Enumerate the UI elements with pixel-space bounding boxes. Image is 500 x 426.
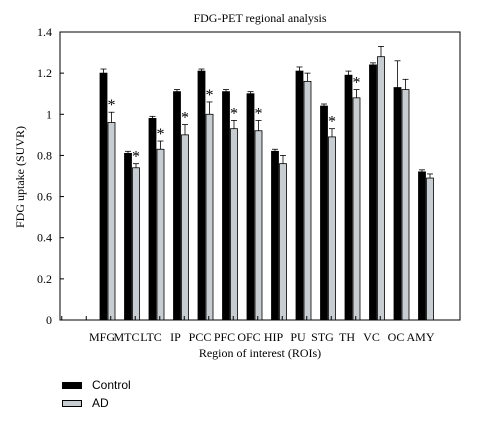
significance-marker: * <box>108 97 116 114</box>
significance-marker: * <box>132 149 140 166</box>
bar-ad-th <box>352 97 361 321</box>
bar-control-pu <box>295 70 304 321</box>
bar-control-stg <box>320 105 328 321</box>
plot-area: 0 0.2 0.4 0.6 0.8 1 1.2 1.4 * MFG * MTC * LTC * IP * PCC *… <box>37 25 461 344</box>
bar-ad-mfg <box>107 122 116 321</box>
bar-control-mfg <box>99 72 108 321</box>
chart-title: FDG-PET regional analysis <box>193 11 326 25</box>
x-tick-label-mtc: MTC <box>113 330 139 344</box>
legend-swatch-control <box>62 381 82 389</box>
bar-control-ofc <box>246 93 255 321</box>
bar-control-pcc <box>197 70 206 321</box>
bar-ad-pu <box>303 80 312 321</box>
legend-label-ad: AD <box>92 396 109 410</box>
legend-label-control: Control <box>92 378 131 392</box>
legend-item-ad: AD <box>62 394 131 412</box>
x-tick-label-hip: HIP <box>264 330 284 344</box>
x-tick-label-mfg: MFG <box>89 330 115 344</box>
bar-ad-amy <box>426 177 434 321</box>
bar-ad-pcc <box>205 113 214 321</box>
y-tick-label: 1.2 <box>37 66 52 80</box>
bar-control-mtc <box>124 152 132 321</box>
y-axis-label: FDG uptake (SUVR) <box>13 126 27 228</box>
significance-marker: * <box>206 87 214 104</box>
y-tick-label: 0.6 <box>37 190 52 204</box>
x-tick-label-ofc: OFC <box>237 330 260 344</box>
y-tick-label: 0 <box>46 313 52 327</box>
y-tick-label: 0.4 <box>37 231 52 245</box>
x-tick-label-stg: STG <box>311 330 334 344</box>
bar-control-ltc <box>148 118 157 321</box>
x-axis-label: Region of interest (ROIs) <box>199 346 321 360</box>
bar-control-pfc <box>222 91 230 321</box>
bar-ad-mtc <box>132 167 140 321</box>
bar-control-ip <box>173 91 181 321</box>
significance-marker: * <box>181 110 189 127</box>
bar-control-th <box>344 74 353 321</box>
significance-marker: * <box>353 75 361 92</box>
bar-control-hip <box>271 150 279 321</box>
bar-ad-oc <box>401 89 410 321</box>
x-tick-label-th: TH <box>339 330 355 344</box>
bar-ad-stg <box>328 136 336 321</box>
bar-control-vc <box>369 64 377 321</box>
bar-ad-ltc <box>156 148 165 321</box>
bar-ad-vc <box>377 56 385 321</box>
significance-marker: * <box>255 105 263 122</box>
x-tick-label-ltc: LTC <box>140 330 162 344</box>
bar-ad-ofc <box>254 130 263 321</box>
y-tick-label: 1 <box>46 107 52 121</box>
bar-control-oc <box>393 87 402 321</box>
x-tick-label-oc: OC <box>388 330 405 344</box>
x-tick-label-amy: AMY <box>406 330 434 344</box>
x-tick-label-pu: PU <box>290 330 306 344</box>
significance-marker: * <box>157 126 165 143</box>
legend-item-control: Control <box>62 376 131 394</box>
significance-marker: * <box>328 114 336 131</box>
bar-control-amy <box>418 171 426 321</box>
y-tick-label: 0.8 <box>37 148 52 162</box>
x-tick-label-pfc: PFC <box>214 330 235 344</box>
bar-ad-hip <box>279 163 287 321</box>
significance-marker: * <box>230 105 238 122</box>
legend: Control AD <box>62 376 131 412</box>
bar-ad-ip <box>181 134 189 321</box>
x-tick-label-ip: IP <box>170 330 181 344</box>
x-tick-label-pcc: PCC <box>189 330 212 344</box>
legend-swatch-ad <box>62 399 82 407</box>
bar-ad-pfc <box>230 128 238 321</box>
y-tick-label: 1.4 <box>37 25 52 39</box>
y-tick-label: 0.2 <box>37 272 52 286</box>
x-tick-label-vc: VC <box>363 330 380 344</box>
